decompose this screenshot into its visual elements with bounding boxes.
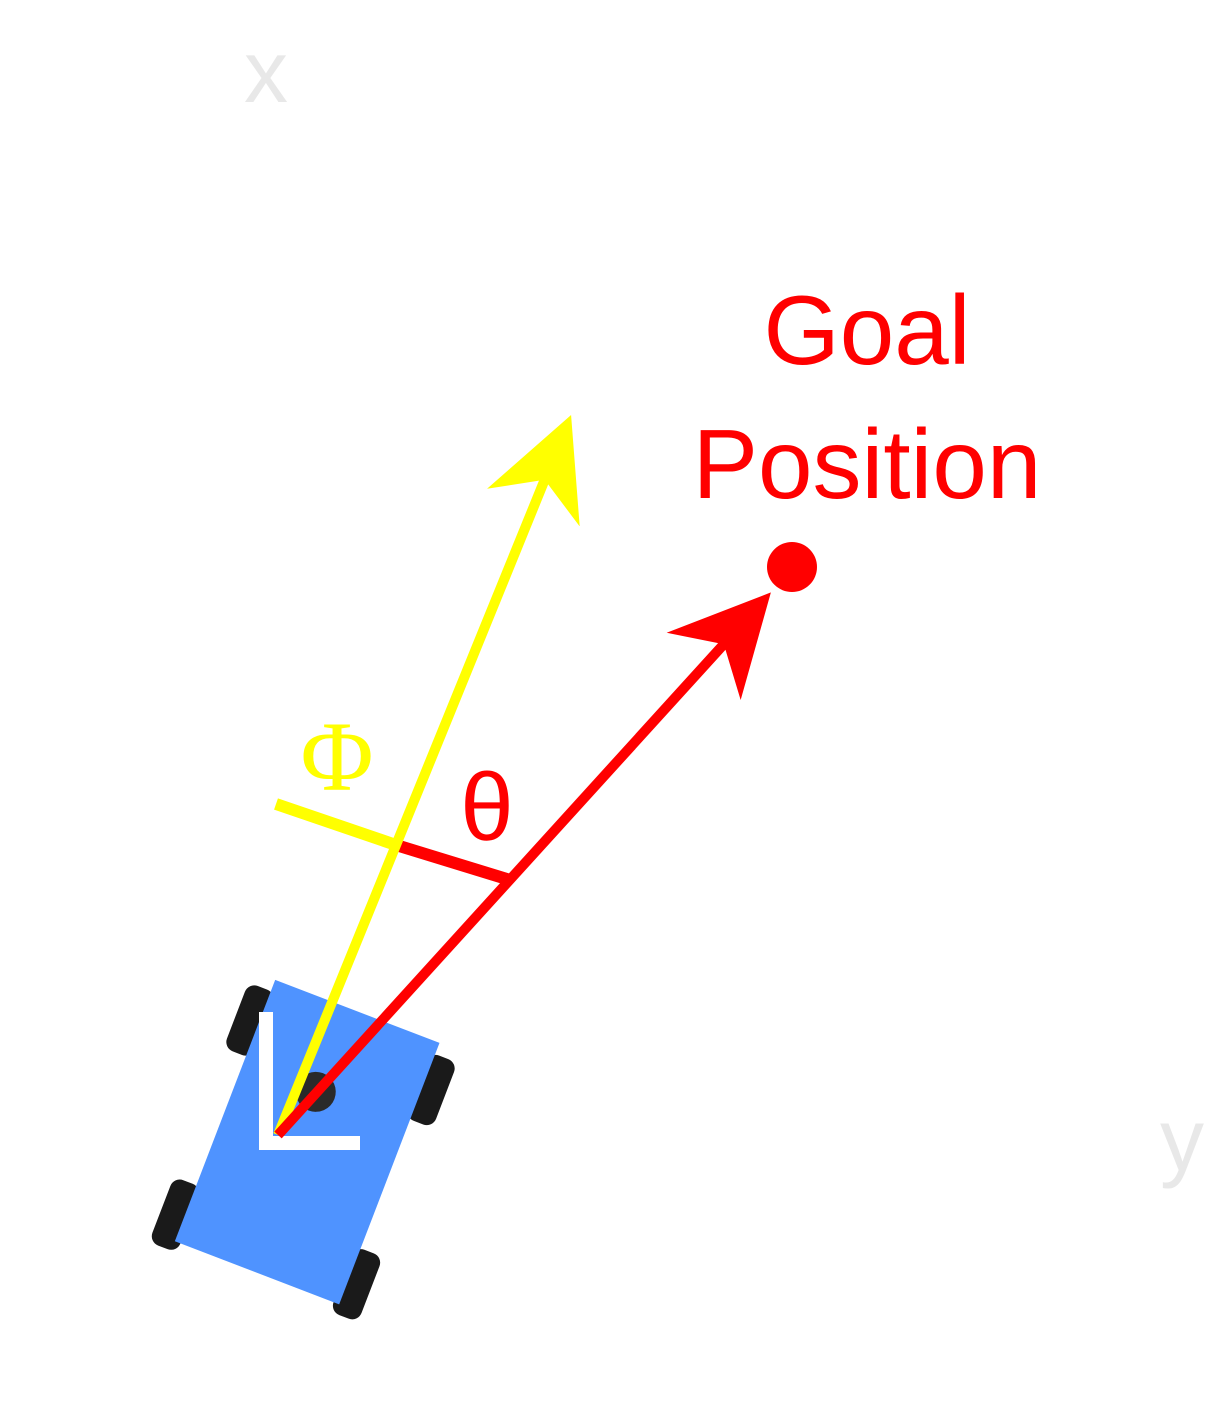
goal-direction-arrow bbox=[274, 592, 771, 1139]
goal-dot-icon bbox=[767, 542, 817, 592]
phi-angle-arc bbox=[274, 798, 398, 851]
phi-label: Φ bbox=[300, 701, 373, 812]
theta-angle-arc bbox=[394, 839, 512, 886]
theta-label: θ bbox=[460, 754, 513, 861]
y-axis-label: y bbox=[1160, 1090, 1204, 1189]
goal-label-line1: Goal bbox=[763, 275, 970, 385]
wheel-front-left bbox=[226, 985, 274, 1056]
robot-frame-marker bbox=[259, 1012, 360, 1150]
wheel-rear-right bbox=[332, 1249, 381, 1320]
x-axis-label: x bbox=[244, 22, 288, 121]
wheel-front-right bbox=[407, 1054, 455, 1126]
wheel-rear-left bbox=[151, 1179, 200, 1250]
goal-label-line2: Position bbox=[693, 409, 1042, 519]
heading-arrow bbox=[273, 414, 580, 1137]
